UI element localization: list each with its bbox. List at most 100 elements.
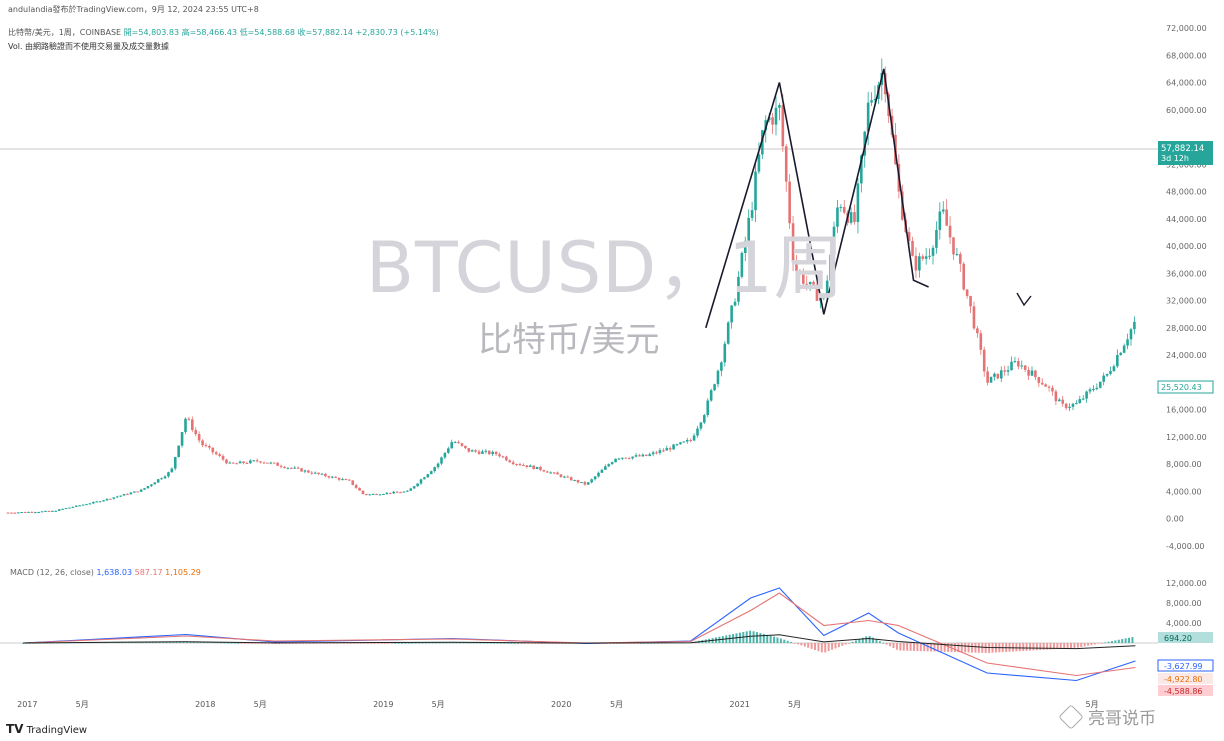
candle [644, 454, 648, 456]
candle [624, 457, 628, 459]
macd-hist-bar [1052, 643, 1055, 650]
macd-hist-bar [267, 643, 270, 644]
candle [1092, 389, 1095, 391]
candle [334, 476, 337, 478]
candle [692, 435, 696, 441]
macd-hist-bar [960, 643, 963, 653]
macd-hist-tag [1158, 632, 1213, 643]
macd-hist-bar [493, 642, 496, 644]
macd-legend[interactable]: MACD (12, 26, close) 1,638.03 587.17 1,1… [10, 568, 201, 577]
candle [494, 451, 498, 455]
macd-hist-bar [865, 636, 868, 643]
candle [651, 452, 655, 455]
macd-hist-bar [503, 642, 506, 644]
candle [791, 223, 795, 263]
candle [1116, 355, 1119, 367]
price-axis-label: 36,000.00 [1166, 269, 1207, 278]
candle [679, 442, 682, 445]
candle [563, 476, 566, 478]
macd-hist-bar [943, 643, 946, 652]
candle [477, 451, 481, 454]
time-axis-label: 5月 [788, 700, 801, 709]
candle [658, 450, 662, 453]
time-axis[interactable]: 2017 5月 2018 5月 2019 5月 2020 5月 2021 5月 5月 [17, 700, 1098, 709]
candle [617, 458, 621, 460]
macd-hist-bar [182, 641, 185, 643]
candle [907, 232, 911, 241]
candle [566, 476, 570, 478]
candle [1081, 398, 1085, 400]
candle [805, 283, 809, 285]
candle [532, 465, 535, 470]
macd-hist-bar [547, 643, 550, 644]
candle [590, 479, 593, 483]
tradingview-logo[interactable]: 𝗧𝗩 TradingView [6, 722, 87, 736]
time-axis-label: 2018 [195, 700, 215, 709]
price-axis-label: -4,000.00 [1166, 542, 1205, 551]
macd-signal-value: 587.17 [134, 568, 163, 577]
macd-hist-bar [817, 643, 820, 652]
macd-hist-bar [912, 643, 915, 651]
candle [98, 501, 102, 503]
candle [436, 463, 440, 468]
candle [388, 492, 392, 494]
macd-black-line [23, 634, 1136, 650]
macd-hist-bar [479, 642, 482, 644]
candle [153, 482, 157, 485]
price-axis[interactable]: 72,000.0068,000.0064,000.0060,000.0052,0… [1166, 24, 1207, 551]
macd-hist-bar [773, 636, 776, 643]
candle [115, 496, 119, 498]
candle [757, 154, 761, 172]
macd-hist-bar [459, 642, 462, 644]
candle [1078, 399, 1082, 404]
candle [129, 492, 133, 495]
macd-axis[interactable]: 12,000.00 8,000.00 4,000.00 [1166, 579, 1207, 628]
candle [78, 505, 81, 507]
macd-hist-bar [1018, 643, 1021, 652]
macd-hist-bar [424, 642, 427, 644]
macd-hist-bar [418, 642, 421, 644]
candle [208, 445, 211, 448]
candle [368, 494, 372, 496]
symbol-label[interactable]: 比特幣/美元，1周，COINBASE [8, 28, 122, 37]
macd-hist-bar [834, 643, 837, 649]
macd-hist-bar [783, 639, 786, 643]
macd-hist-bar [421, 642, 424, 644]
macd-hist-bar [800, 643, 803, 646]
candle [235, 463, 238, 465]
macd-hist-bar [233, 642, 236, 644]
macd-hist-bar [455, 642, 458, 644]
candle [1112, 366, 1116, 372]
macd-hist-bar [431, 642, 434, 644]
candle [1088, 389, 1092, 392]
macd-hist-bar [196, 641, 199, 643]
candle [395, 491, 399, 493]
candle [648, 454, 652, 456]
macd-hist-bar [517, 642, 520, 644]
candle [68, 507, 71, 509]
candle [187, 418, 191, 420]
macd-hist-bar [926, 643, 929, 652]
macd-hist-bar [400, 642, 403, 644]
candle [761, 130, 764, 155]
macd-hist-bar [899, 643, 902, 651]
macd-hist-bar [902, 643, 905, 651]
macd-hist-bar [237, 642, 240, 644]
macd-hist-bar [308, 643, 311, 644]
candle [634, 455, 638, 457]
macd-hist-bar [947, 643, 950, 652]
candle [429, 471, 433, 475]
macd-hist-bar [329, 643, 332, 644]
macd-hist-bar [861, 637, 864, 643]
candle [996, 373, 1000, 379]
macd-hist-bar [435, 642, 438, 644]
brand-watermark: 亮哥说币 [1058, 704, 1156, 730]
candle [539, 466, 542, 471]
candle [771, 117, 774, 125]
macd-hist-bar [1100, 643, 1103, 644]
macd-hist-bar [404, 642, 407, 644]
candle [569, 477, 573, 481]
macd-hist-bar [1076, 643, 1079, 648]
candle [573, 480, 576, 482]
